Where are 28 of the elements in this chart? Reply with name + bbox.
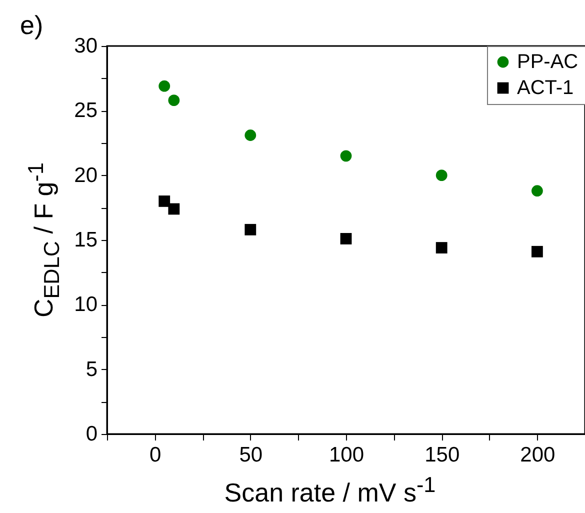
point: [436, 170, 448, 182]
point: [340, 150, 352, 162]
legend-label: ACT-1: [517, 77, 574, 99]
y-tick-label: 5: [86, 358, 98, 381]
point: [158, 80, 170, 92]
y-tick-label: 25: [74, 99, 98, 122]
point: [158, 196, 170, 207]
y-tick-label: 15: [74, 228, 98, 252]
point: [244, 130, 256, 141]
x-tick-label: 200: [520, 444, 556, 466]
y-tick-label: 30: [74, 34, 98, 58]
y-tick-label: 20: [74, 164, 98, 187]
chart-title: e): [20, 10, 44, 41]
x-tick-label: 150: [424, 444, 460, 466]
x-axis-title: Scan rate / mV s$^{-1}$: [224, 472, 436, 509]
point: [168, 203, 180, 215]
point: [532, 185, 543, 197]
point: [532, 246, 543, 258]
y-tick-label: 10: [74, 293, 98, 316]
y-tick-label: 0: [86, 422, 98, 446]
point: [340, 233, 352, 244]
point: [436, 242, 448, 254]
x-tick-label: 50: [239, 444, 263, 466]
point: [244, 224, 256, 236]
x-tick-label: 0: [149, 444, 162, 466]
point: [168, 94, 180, 106]
legend-label: PP-AC: [517, 51, 578, 73]
x-tick-label: 100: [328, 444, 364, 466]
